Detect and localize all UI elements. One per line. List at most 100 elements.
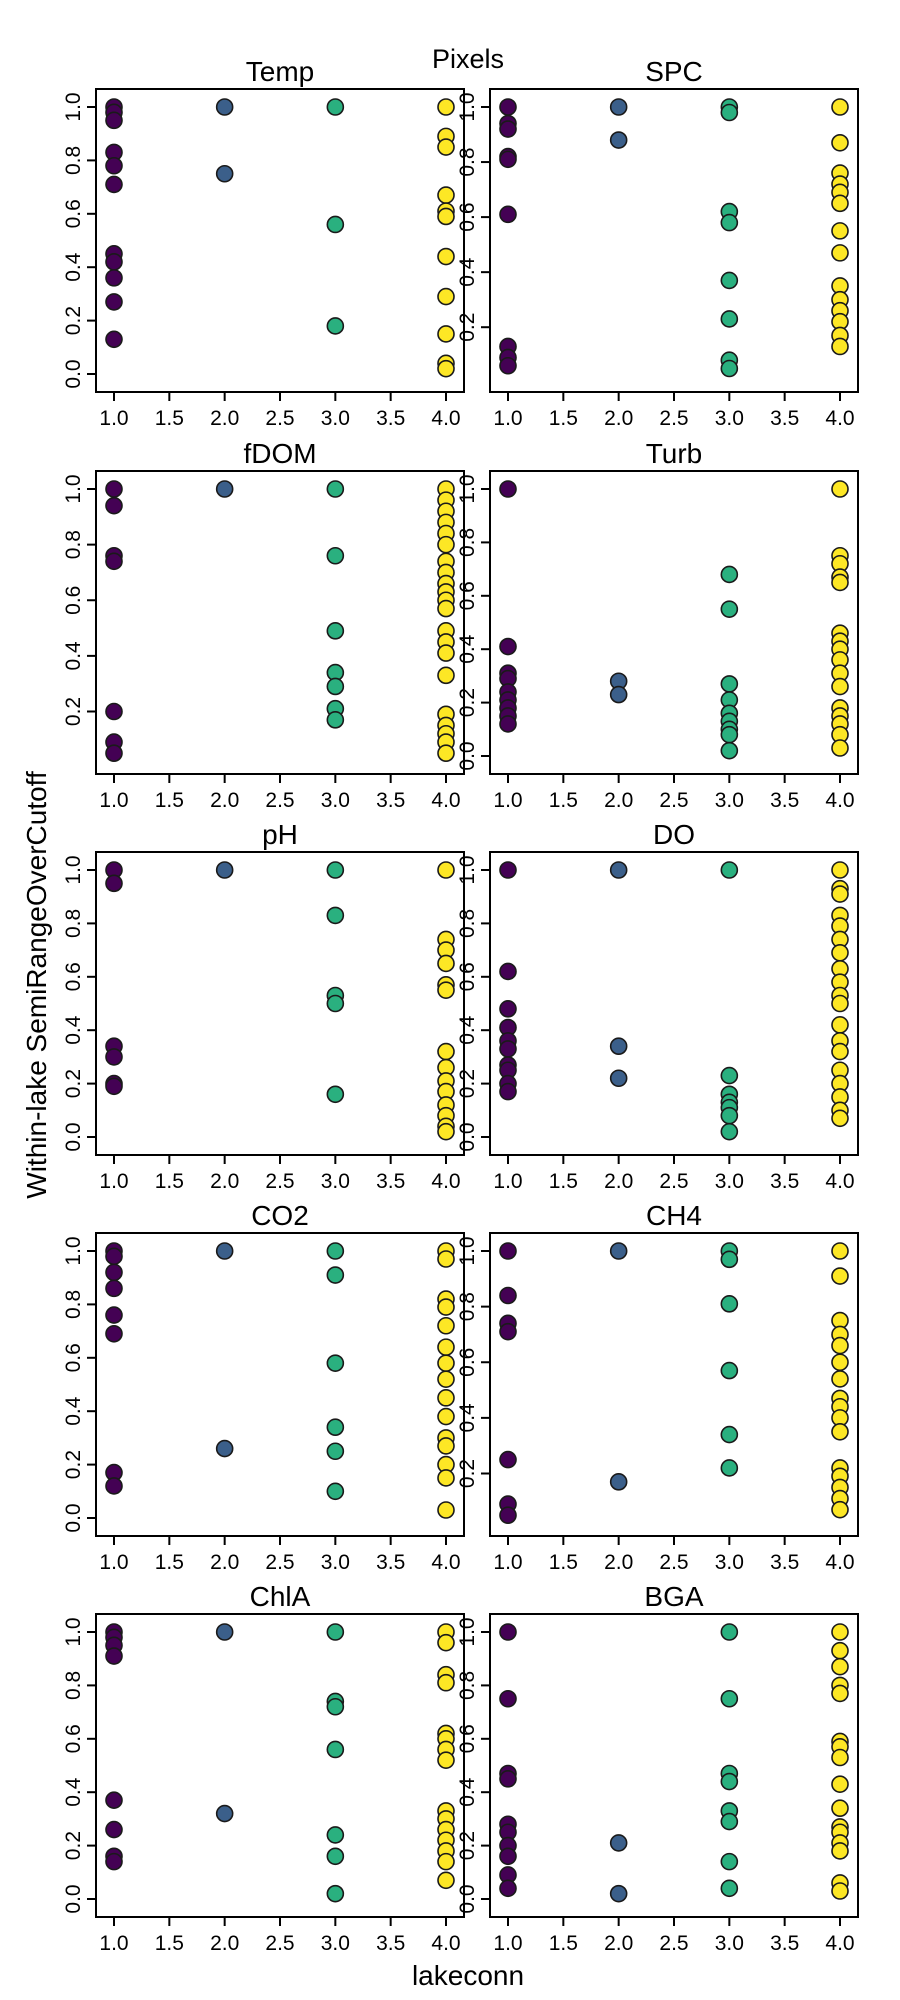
data-point: [499, 150, 517, 169]
data-point: [326, 1884, 345, 1903]
data-point: [831, 1370, 849, 1388]
data-point: [437, 247, 455, 266]
panel-co2: CO2 1.0 1.5 2.0 2.5 3.0 3.5 4.0 0.0 0.2 0.4 0.6 0.8 1…: [62, 1200, 465, 1574]
x-tick-label: 2.5: [265, 1170, 294, 1193]
data-point: [499, 1322, 517, 1341]
x-tick-label: 2.0: [604, 1170, 633, 1193]
y-tick-label: 0.4: [62, 252, 85, 282]
data-point: [831, 1657, 849, 1676]
data-point: [326, 480, 345, 498]
data-point: [720, 271, 739, 290]
data-point: [326, 1242, 345, 1260]
data-point: [831, 1353, 849, 1372]
data-point: [831, 1623, 849, 1641]
x-tick-label: 1.5: [549, 407, 578, 430]
data-point: [609, 131, 628, 149]
data-point: [831, 885, 849, 903]
data-point: [215, 1804, 234, 1823]
data-point: [499, 1689, 517, 1708]
data-point: [326, 1623, 345, 1641]
y-tick-label: 0.6: [456, 962, 479, 991]
x-tick-label: 3.0: [715, 789, 744, 812]
data-point: [105, 330, 123, 349]
data-point: [326, 1085, 345, 1104]
x-tick-label: 2.5: [265, 789, 294, 812]
data-point: [831, 1684, 849, 1703]
plot-frame: [489, 1232, 859, 1537]
x-tick-label: 1.5: [549, 1551, 578, 1574]
plot-frame: [489, 470, 859, 775]
x-tick-label: 2.5: [659, 1551, 688, 1574]
x-tick-label: 3.0: [321, 789, 350, 812]
y-tick-label: 0.8: [456, 909, 479, 938]
plot-frame: [95, 851, 465, 1156]
data-point: [215, 98, 234, 116]
data-point: [326, 1847, 345, 1866]
y-tick-label: 0.4: [456, 1015, 479, 1045]
data-point: [437, 1122, 455, 1141]
data-point: [437, 599, 455, 618]
data-point: [499, 120, 517, 138]
data-point: [437, 666, 455, 685]
y-tick-label: 0.4: [456, 634, 479, 664]
x-tick-label: 1.0: [99, 407, 128, 430]
data-point: [499, 356, 517, 375]
data-point: [831, 1109, 849, 1128]
y-tick-label: 0.6: [62, 962, 85, 991]
data-point: [105, 175, 123, 194]
panel-turb: Turb 1.0 1.5 2.0 2.5 3.0 3.5 4.0 0.0 0.2 0.4 0.6 0.8…: [456, 438, 859, 812]
y-tick-label: 0.8: [456, 528, 479, 557]
panel-title: pH: [262, 819, 298, 850]
x-tick-label: 1.5: [549, 1932, 578, 1955]
data-point: [437, 1407, 455, 1426]
data-point: [499, 205, 517, 224]
x-tick-label: 2.5: [659, 407, 688, 430]
x-tick-label: 4.0: [431, 1932, 460, 1955]
plot-frame: [489, 851, 859, 1156]
data-point: [720, 1772, 739, 1791]
y-tick-label: 1.0: [62, 855, 85, 884]
data-point: [105, 1324, 123, 1343]
data-point: [499, 861, 517, 879]
data-point: [215, 1242, 234, 1260]
data-point: [105, 1263, 123, 1282]
data-point: [499, 1242, 517, 1260]
data-point: [215, 1623, 234, 1641]
data-point: [437, 744, 455, 763]
y-tick-label: 0.0: [456, 1884, 479, 1913]
data-point: [105, 744, 123, 763]
data-point: [720, 103, 739, 122]
data-point: [720, 741, 739, 760]
data-point: [437, 1354, 455, 1372]
data-point: [831, 1042, 849, 1061]
y-tick-label: 0.2: [62, 1450, 85, 1479]
y-tick-label: 0.8: [456, 1671, 479, 1700]
x-tick-label: 1.5: [155, 1551, 184, 1574]
y-tick-label: 1.0: [62, 1236, 85, 1265]
data-point: [326, 622, 345, 640]
y-tick-label: 0.6: [456, 581, 479, 610]
plot-frame: [95, 1613, 465, 1918]
data-point: [437, 186, 455, 204]
y-tick-label: 0.6: [62, 586, 85, 615]
data-point: [437, 138, 455, 156]
x-tick-label: 2.5: [659, 1932, 688, 1955]
data-point: [499, 98, 517, 116]
data-point: [609, 1037, 628, 1056]
x-tick-label: 4.0: [431, 407, 460, 430]
panel-chla: ChlA 1.0 1.5 2.0 2.5 3.0 3.5 4.0 0.0 0.2 0.4 0.6 0.8…: [62, 1581, 465, 1955]
y-tick-label: 0.6: [456, 1724, 479, 1753]
x-tick-label: 2.5: [265, 1932, 294, 1955]
data-point: [437, 644, 455, 662]
y-tick-label: 1.0: [456, 1236, 479, 1265]
data-point: [499, 1506, 517, 1525]
panel-do: DO 1.0 1.5 2.0 2.5 3.0 3.5 4.0 0.0 0.2 0.4 0.6 0.8 1.…: [456, 819, 859, 1193]
plot-frame: [489, 88, 859, 393]
y-tick-label: 0.4: [62, 1396, 85, 1426]
data-point: [609, 98, 628, 116]
data-point: [215, 480, 234, 498]
data-point: [720, 310, 739, 328]
data-point: [609, 1884, 628, 1903]
data-point: [437, 1338, 455, 1356]
